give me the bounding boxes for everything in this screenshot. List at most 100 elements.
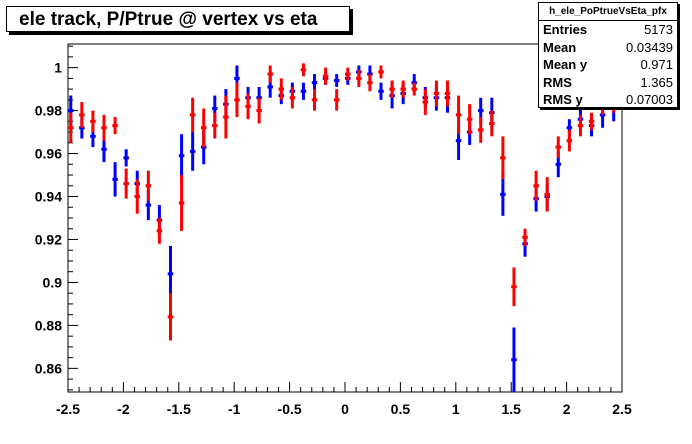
data-point — [577, 114, 584, 137]
data-point — [345, 67, 351, 81]
stats-row-rms-y: RMS y 0.07003 — [539, 91, 677, 109]
data-point — [444, 80, 451, 107]
data-point — [333, 89, 340, 111]
data-point — [311, 74, 318, 92]
y-tick-label: 0.92 — [35, 231, 62, 247]
y-tick-label: 0.94 — [35, 189, 62, 205]
data-point — [134, 179, 141, 214]
x-tick-label: 0.5 — [391, 401, 411, 417]
data-point — [245, 93, 251, 120]
data-point — [90, 110, 96, 133]
data-point — [200, 108, 207, 148]
series-1 — [68, 63, 617, 341]
data-point — [422, 89, 429, 115]
data-point — [300, 63, 307, 77]
data-point — [477, 117, 484, 143]
x-tick-label: -0.5 — [278, 401, 302, 417]
data-point — [212, 112, 218, 139]
data-point — [322, 67, 329, 85]
data-point — [533, 170, 539, 201]
data-point — [123, 168, 129, 199]
plot-title-text: ele track, P/Ptrue @ vertex vs eta — [19, 9, 318, 30]
x-tick-label: 1 — [452, 401, 460, 417]
y-tick-label: 1 — [54, 60, 62, 76]
axes: -2.5 -2 -1.5 -1 -0.5 0 0.5 1 1.5 2 2.5 0.86 0.88 0.9 0… — [35, 45, 632, 417]
y-tick-label: 0.96 — [35, 146, 62, 162]
stats-label: Mean y — [543, 57, 588, 73]
data-point — [356, 69, 362, 87]
data-point — [189, 132, 196, 171]
data-point — [333, 74, 340, 87]
stats-label: RMS — [543, 74, 572, 90]
data-point — [489, 110, 495, 137]
data-point — [378, 65, 384, 79]
stats-row-mean-y: Mean y 0.971 — [539, 56, 677, 74]
x-tick-label: 1.5 — [501, 401, 521, 417]
x-tick-label: 2 — [563, 401, 571, 417]
data-point — [455, 95, 462, 135]
data-point — [300, 82, 307, 100]
stats-box-name: h_ele_PoPtrueVsEta_pfx — [539, 3, 677, 21]
data-point — [311, 89, 318, 111]
data-point — [566, 129, 573, 152]
x-tick-label: 0 — [341, 401, 349, 417]
data-point — [68, 112, 74, 143]
y-tick-label: 0.9 — [43, 274, 63, 290]
data-point — [278, 78, 285, 100]
data-point — [544, 177, 550, 212]
plot-title: ele track, P/Ptrue @ vertex vs eta — [6, 6, 350, 32]
data-marks — [68, 63, 617, 392]
data-point — [234, 82, 240, 118]
data-point — [189, 97, 196, 133]
stats-value: 0.03439 — [626, 39, 673, 55]
data-point — [79, 102, 85, 128]
stats-label: Mean — [543, 39, 577, 55]
x-tick-label: -1.5 — [167, 401, 191, 417]
data-point — [367, 74, 373, 92]
y-tick-label: 0.88 — [35, 317, 62, 333]
data-point — [267, 65, 273, 83]
data-point — [433, 80, 440, 107]
data-point — [400, 80, 406, 98]
stats-row-entries: Entries 5173 — [539, 21, 677, 39]
stats-value: 1.365 — [640, 74, 673, 90]
data-point — [289, 86, 296, 109]
data-point — [112, 162, 118, 197]
data-point — [511, 327, 517, 392]
y-tick-label: 0.98 — [35, 103, 62, 119]
x-tick-label: -1 — [228, 401, 241, 417]
data-point — [389, 80, 395, 98]
stats-row-mean: Mean 0.03439 — [539, 39, 677, 57]
data-point — [522, 228, 528, 246]
data-point — [500, 172, 506, 216]
data-point — [500, 136, 506, 180]
stats-label: RMS y — [543, 92, 583, 108]
stats-row-rms: RMS 1.365 — [539, 74, 677, 92]
data-point — [555, 136, 562, 158]
data-point — [101, 114, 107, 141]
data-point — [112, 117, 118, 135]
data-point — [223, 95, 229, 139]
data-point — [167, 293, 174, 341]
data-point — [156, 218, 163, 244]
data-point — [145, 170, 152, 201]
data-point — [411, 82, 418, 96]
data-point — [378, 82, 384, 100]
data-point — [178, 134, 185, 178]
data-point — [178, 175, 185, 231]
y-tick-label: 0.86 — [35, 360, 62, 376]
stats-label: Entries — [543, 22, 588, 37]
stats-value: 5173 — [644, 22, 673, 37]
data-point — [588, 112, 595, 130]
data-point — [167, 245, 174, 302]
stats-value: 0.07003 — [626, 92, 673, 108]
data-point — [123, 149, 129, 167]
data-point — [511, 267, 517, 307]
x-tick-label: 2.5 — [612, 401, 632, 417]
x-tick-label: -2.5 — [56, 401, 80, 417]
data-point — [466, 104, 473, 135]
stats-value: 0.971 — [640, 57, 673, 73]
data-point — [256, 97, 262, 124]
stats-box: h_ele_PoPtrueVsEta_pfx Entries 5173 Mean… — [538, 2, 678, 108]
